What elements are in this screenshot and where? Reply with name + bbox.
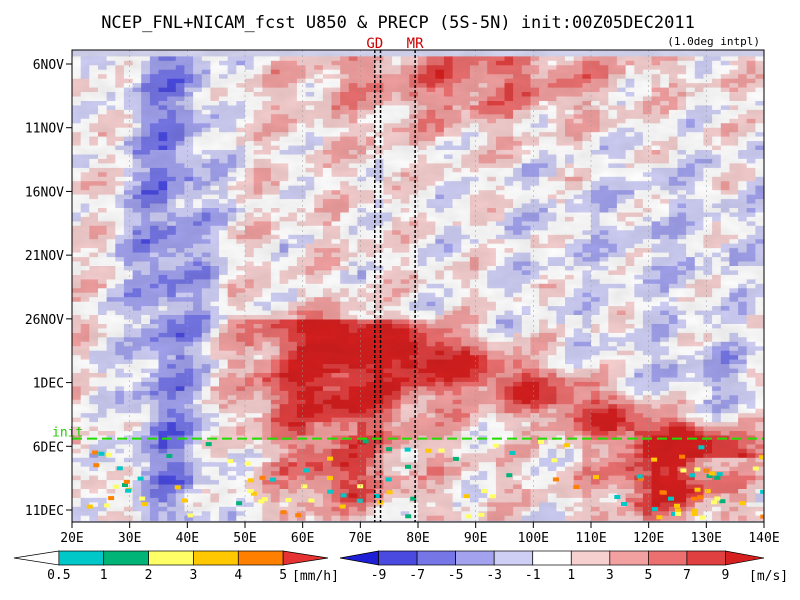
chart-title: NCEP_FNL+NICAM_fcst U850 & PRECP (5S-5N)… <box>101 13 695 33</box>
plot-area <box>72 50 764 522</box>
interpolation-note: (1.0deg intpl) <box>667 35 760 48</box>
